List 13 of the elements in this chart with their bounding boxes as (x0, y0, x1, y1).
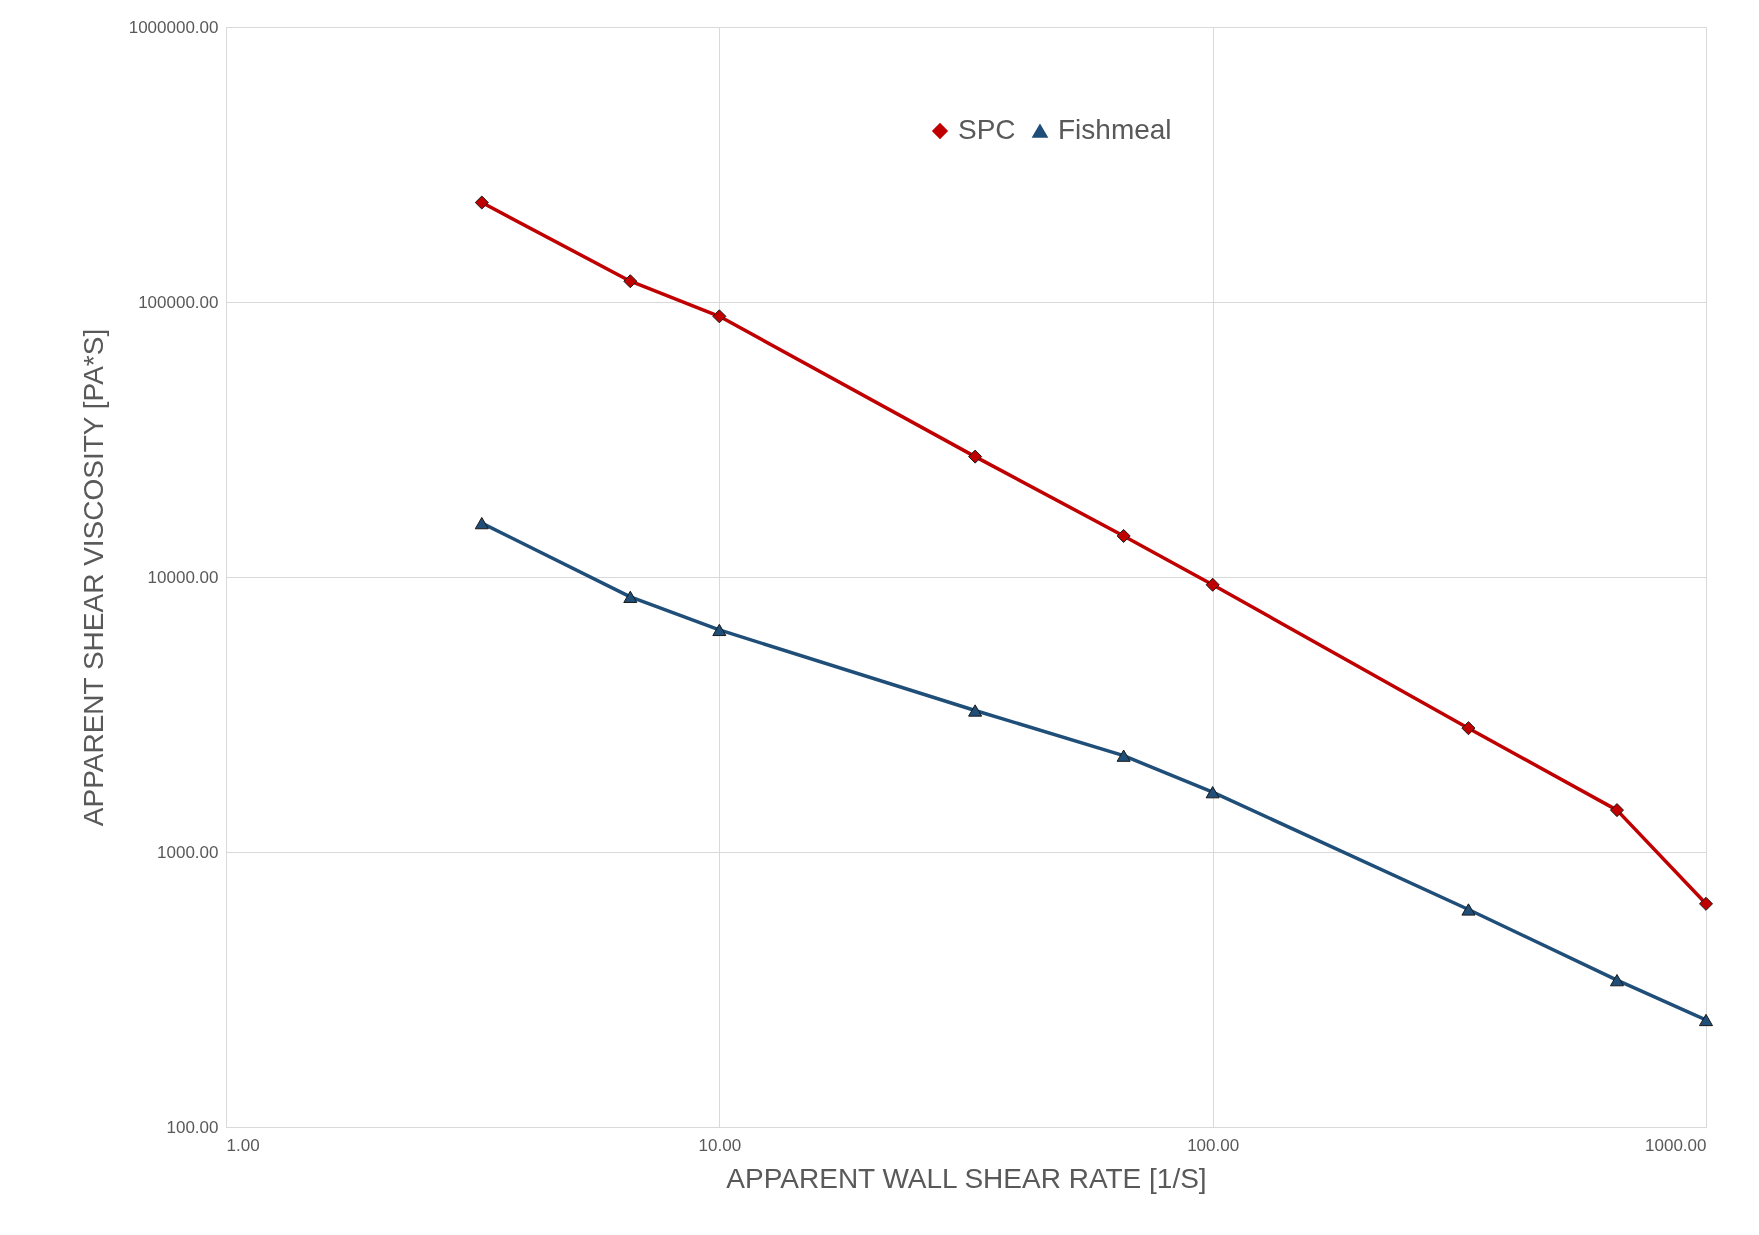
x-tick-label: 1000.00 (1645, 1135, 1707, 1155)
x-axis-title: APPARENT WALL SHEAR RATE [1/S] (726, 1162, 1207, 1194)
y-tick-label: 10000.00 (147, 567, 219, 587)
legend-label: Fishmeal (1058, 114, 1172, 145)
legend-label: SPC (958, 114, 1016, 145)
x-tick-label: 1.00 (226, 1135, 260, 1155)
x-tick-label: 10.00 (698, 1135, 742, 1155)
y-tick-label: 1000000.00 (128, 17, 219, 37)
y-tick-label: 100000.00 (138, 292, 219, 312)
y-axis-title: APPARENT SHEAR VISCOSITY [PA*S] (77, 328, 109, 827)
x-tick-label: 100.00 (1187, 1135, 1240, 1155)
y-tick-label: 1000.00 (157, 842, 219, 862)
y-tick-label: 100.00 (166, 1117, 219, 1137)
